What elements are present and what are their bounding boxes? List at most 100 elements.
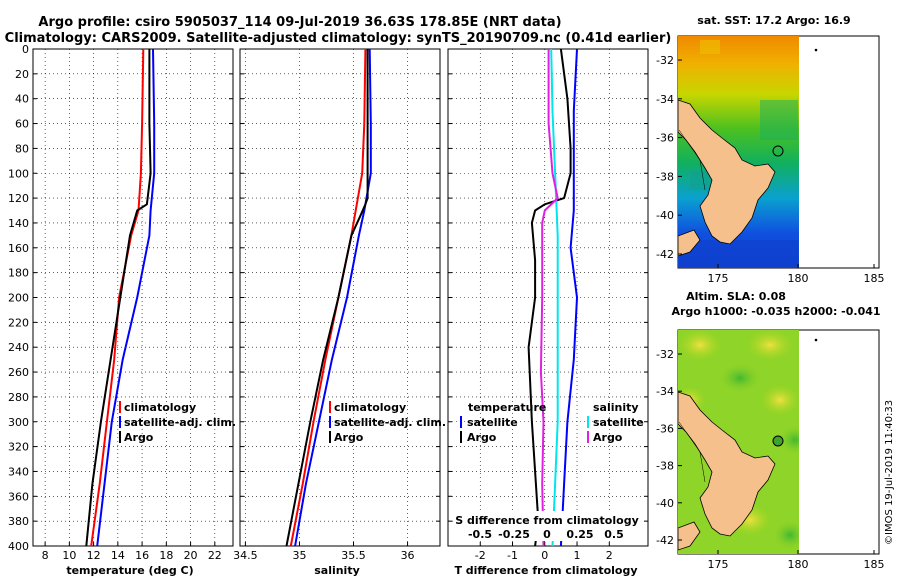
map-point xyxy=(814,48,818,52)
temperature-legend: climatology satellite-adj. clim. Argo xyxy=(119,401,236,444)
y-tick-label: 160 xyxy=(8,242,29,255)
lon-tick-label: 175 xyxy=(708,272,729,285)
y-tick-label: 260 xyxy=(8,366,29,379)
y-tick-label: 200 xyxy=(8,292,29,305)
x-tick-label: 12 xyxy=(87,549,101,562)
new-zealand-land xyxy=(678,391,776,537)
lon-tick-label: 185 xyxy=(864,272,885,285)
y-tick-label: 20 xyxy=(15,68,29,81)
salinity-legend: climatology satellite-adj. clim. Argo xyxy=(329,401,446,444)
difference-legend-salinity: salinity satellite Argo xyxy=(587,401,644,444)
y-tick-label: 400 xyxy=(8,540,29,553)
x-tick-label: 20 xyxy=(184,549,198,562)
legend-title-temperature: temperature xyxy=(468,401,546,414)
lon-tick-label: 180 xyxy=(788,558,809,571)
argo-float-marker xyxy=(772,435,784,447)
x-tick-label: 16 xyxy=(135,549,149,562)
legend-label-s-satellite: satellite xyxy=(593,416,644,429)
lat-tick-label: -38 xyxy=(656,460,674,473)
difference-axis-ticks: -2 -1 0 1 2 xyxy=(475,549,613,562)
x-tick-label: 14 xyxy=(111,549,125,562)
series-line-salinity-satellite xyxy=(550,48,559,547)
lon-tick-label: 185 xyxy=(864,558,885,571)
x-tick-label: 2 xyxy=(606,549,613,562)
sla-map-title-line2: Argo h1000: -0.035 h2000: -0.041 xyxy=(671,305,880,318)
s-tick-label: 0.25 xyxy=(566,528,593,541)
series-line-salinity-argo xyxy=(539,49,559,547)
y-tick-label: 280 xyxy=(8,391,29,404)
s-tick-label: -0.25 xyxy=(498,528,530,541)
x-tick-label: 0 xyxy=(541,549,548,562)
series-line-temperature-satellite xyxy=(559,48,578,547)
x-tick-label: 36 xyxy=(401,549,415,562)
sst-map-panel: sat. SST: 17.2 Argo: 16.9 -32 -34 -36 -38 -4… xyxy=(656,14,884,285)
difference-xlabel: T difference from climatology xyxy=(454,564,637,577)
s-difference-label: S difference from climatology xyxy=(455,514,639,527)
y-tick-label: 60 xyxy=(15,118,29,131)
legend-title-salinity: salinity xyxy=(593,401,639,414)
y-tick-label: 100 xyxy=(8,167,29,180)
s-tick-label: -0.5 xyxy=(468,528,492,541)
sst-field xyxy=(678,36,799,268)
x-tick-label: 1 xyxy=(574,549,581,562)
legend-label-satellite-adj: satellite-adj. clim. xyxy=(334,416,446,429)
depth-axis-ticks: 0 20 40 60 80 100 120 140 160 180 200 220 240 260 280 3… xyxy=(8,43,29,553)
lat-tick-label: -32 xyxy=(656,54,674,67)
legend-label-climatology: climatology xyxy=(334,401,406,414)
lat-tick-label: -34 xyxy=(656,93,674,106)
sla-map-lon-ticks: 175 180 185 xyxy=(708,550,885,571)
x-tick-label: -1 xyxy=(507,549,518,562)
temperature-axis-ticks: 8 10 12 14 16 18 20 22 xyxy=(42,549,222,562)
y-tick-label: 40 xyxy=(15,93,29,106)
x-tick-label: 10 xyxy=(62,549,76,562)
legend-label-argo: Argo xyxy=(334,431,364,444)
legend-label-climatology: climatology xyxy=(124,401,196,414)
y-tick-label: 240 xyxy=(8,341,29,354)
lat-tick-label: -38 xyxy=(656,170,674,183)
figure-title-line2: Climatology: CARS2009. Satellite-adjuste… xyxy=(5,31,672,46)
series-line-argo xyxy=(85,49,152,547)
series-line-temperature-argo xyxy=(527,48,572,547)
y-tick-label: 380 xyxy=(8,515,29,528)
sla-map-panel: Altim. SLA: 0.08 Argo h1000: -0.035 h200… xyxy=(656,290,884,571)
sla-map-lat-ticks: -32 -34 -36 -38 -40 -42 xyxy=(656,348,682,547)
difference-panel: -2 -1 0 1 2 S difference from climatology -0… xyxy=(447,48,649,577)
sla-field xyxy=(678,330,799,554)
s-difference-label-bg xyxy=(456,511,642,541)
legend-label-t-argo: Argo xyxy=(467,431,497,444)
y-tick-label: 0 xyxy=(22,43,29,56)
sst-map-lat-ticks: -32 -34 -36 -38 -40 -42 xyxy=(656,54,682,261)
y-tick-label: 220 xyxy=(8,316,29,329)
y-tick-label: 80 xyxy=(15,142,29,155)
y-tick-label: 300 xyxy=(8,416,29,429)
lat-tick-label: -40 xyxy=(656,497,674,510)
figure-title-line1: Argo profile: csiro 5905037_114 09-Jul-2… xyxy=(38,15,561,30)
x-tick-label: 35.5 xyxy=(341,549,366,562)
legend-label-satellite-adj: satellite-adj. clim. xyxy=(124,416,236,429)
series-line-argo xyxy=(285,49,369,547)
legend-label-argo: Argo xyxy=(124,431,154,444)
sla-map-title-line1: Altim. SLA: 0.08 xyxy=(686,290,786,303)
legend-label-s-argo: Argo xyxy=(593,431,623,444)
salinity-axis-ticks: 34.5 35 35.5 36 xyxy=(233,549,414,562)
salinity-lines xyxy=(285,48,372,547)
lat-tick-label: -36 xyxy=(656,422,674,435)
series-line-satellite-adj-clim- xyxy=(96,48,156,547)
argo-float-marker xyxy=(772,145,784,157)
lat-tick-label: -42 xyxy=(656,248,674,261)
y-tick-label: 180 xyxy=(8,267,29,280)
temperature-lines xyxy=(85,48,156,547)
salinity-grid xyxy=(240,48,440,547)
salinity-xlabel: salinity xyxy=(314,564,360,577)
x-tick-label: 8 xyxy=(42,549,49,562)
temperature-panel: 0 20 40 60 80 100 120 140 160 180 200 220 240 260 280 3… xyxy=(8,43,236,577)
lat-tick-label: -32 xyxy=(656,348,674,361)
y-tick-label: 320 xyxy=(8,441,29,454)
lat-tick-label: -40 xyxy=(656,209,674,222)
series-line-satellite-adj-clim- xyxy=(294,48,372,547)
imos-timestamp: ©IMOS 19-Jul-2019 11:40:33 xyxy=(884,400,895,545)
lon-tick-label: 180 xyxy=(788,272,809,285)
sst-map-title: sat. SST: 17.2 Argo: 16.9 xyxy=(697,14,850,27)
s-tick-label: 0 xyxy=(543,528,551,541)
